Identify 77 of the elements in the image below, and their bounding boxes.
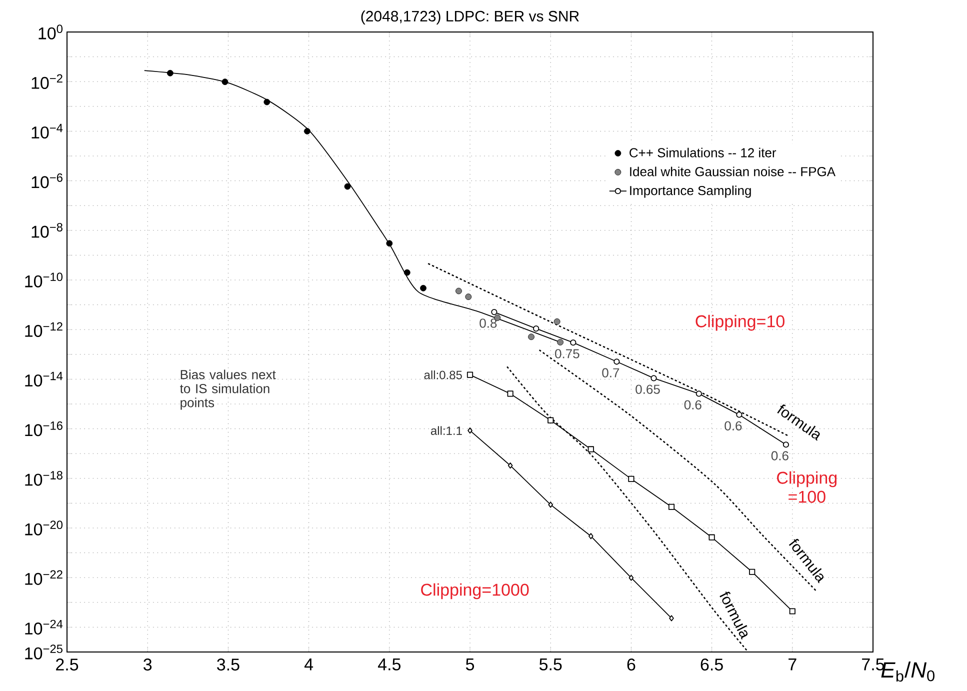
point xyxy=(465,294,472,300)
legend-label: Ideal white Gaussian noise -- FPGA xyxy=(630,166,836,176)
x-tick-label: 5.5 xyxy=(539,658,562,670)
annotation: 0.65 xyxy=(636,384,660,394)
x-tick-label: 2.5 xyxy=(56,658,78,671)
legend-label: C++ Simulations -- 12 iter xyxy=(630,148,776,158)
point xyxy=(456,288,462,294)
x-tick-label: 4 xyxy=(304,658,314,670)
x-tick-label: 3.5 xyxy=(217,658,240,671)
annotation: all:1.1 xyxy=(430,426,462,435)
annotation: 0.6 xyxy=(684,400,702,410)
annotation: all:0.85 xyxy=(424,370,462,380)
point xyxy=(696,390,702,397)
point xyxy=(628,476,634,482)
point xyxy=(782,442,790,448)
point xyxy=(557,339,564,346)
x-tick-label: 4.5 xyxy=(378,658,400,670)
point xyxy=(614,358,620,365)
y-tick-label: 10$^{−8}$ xyxy=(32,223,62,238)
point xyxy=(264,98,270,106)
annotation: Clipping =100 xyxy=(777,471,837,503)
y-tick-label: 10$^{−20}$ xyxy=(25,520,63,536)
point xyxy=(344,183,351,190)
point xyxy=(570,340,576,346)
annotation: 0.75 xyxy=(555,349,580,358)
point xyxy=(588,533,594,540)
x-tick-label: 6 xyxy=(627,658,636,671)
point xyxy=(528,334,534,340)
point xyxy=(468,428,472,434)
point xyxy=(304,128,310,134)
point xyxy=(548,502,554,508)
y-tick-label: 10$^{−6}$ xyxy=(32,173,62,188)
point xyxy=(650,375,657,382)
annotation: Bias values next to IS simulation points xyxy=(180,370,276,410)
point xyxy=(491,309,498,316)
point xyxy=(789,608,796,614)
y-tick-label: 10$^{−10}$ xyxy=(25,272,63,288)
point xyxy=(386,240,393,247)
point xyxy=(533,326,540,332)
point xyxy=(548,417,554,424)
annotation: 0.8 xyxy=(480,318,497,328)
point xyxy=(507,390,514,397)
point xyxy=(588,446,594,452)
annotation: Clipping=1000 xyxy=(421,583,529,600)
y-tick-label: 10$^{−18}$ xyxy=(25,471,62,486)
y-tick-label: 10$^{−24}$ xyxy=(25,620,63,635)
y-tick-label: 10$^{−12}$ xyxy=(25,322,62,337)
point xyxy=(166,70,174,76)
point xyxy=(466,372,474,378)
point xyxy=(420,284,426,292)
x-tick-label: 3 xyxy=(144,658,152,671)
annotation: 0.7 xyxy=(602,368,620,378)
point xyxy=(708,534,715,540)
y-tick-label: 10$^{0}$ xyxy=(38,24,63,40)
y-tick-label: 10$^{−2}$ xyxy=(32,74,62,89)
point xyxy=(404,269,410,276)
point xyxy=(669,615,674,622)
annotation: Clipping=10 xyxy=(696,314,784,331)
annotation: 0.6 xyxy=(771,451,788,460)
y-tick-label: 10$^{−25}$ xyxy=(25,644,62,660)
point xyxy=(222,78,228,86)
x-tick-label: 6.5 xyxy=(700,658,723,671)
x-tick-label: 5 xyxy=(466,658,474,670)
y-tick-label: 10$^{−22}$ xyxy=(25,570,62,585)
point xyxy=(749,568,756,575)
point xyxy=(628,574,634,581)
y-tick-label: 10$^{−4}$ xyxy=(32,124,63,139)
chart-title: (2048,1723) LDPC: BER vs SNR xyxy=(361,10,579,24)
y-tick-label: 10$^{−14}$ xyxy=(25,372,63,387)
legend-label: Importance Sampling xyxy=(630,186,751,198)
point xyxy=(508,462,513,469)
point xyxy=(554,318,560,325)
x-tick-label: 7 xyxy=(788,658,796,670)
point xyxy=(668,504,675,510)
annotation: 0.6 xyxy=(724,421,742,430)
y-tick-label: 10$^{−16}$ xyxy=(25,421,62,436)
point xyxy=(736,412,742,418)
